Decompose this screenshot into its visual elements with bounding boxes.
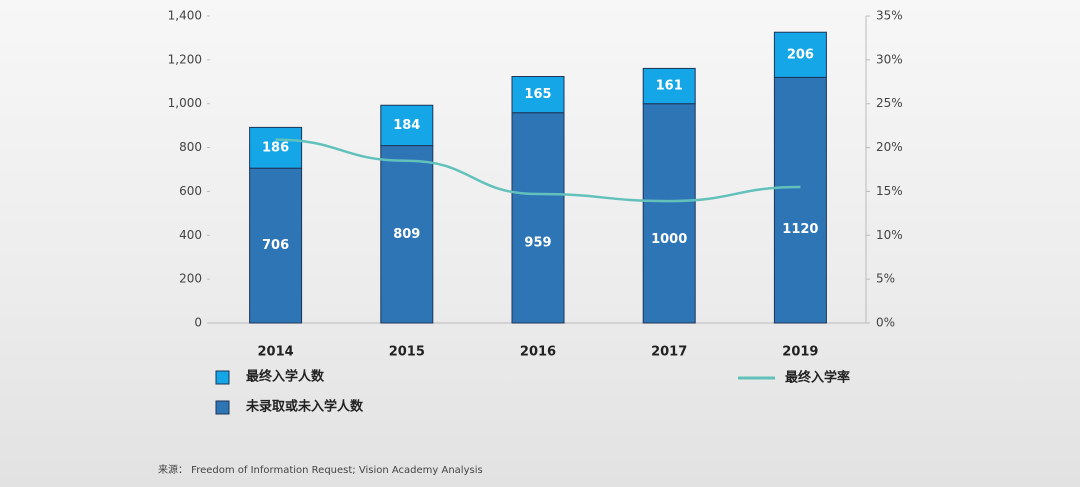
y2-tick-label: 0% xyxy=(876,316,895,330)
y2-tick-label: 5% xyxy=(876,272,895,286)
data-label: 165 xyxy=(524,87,551,102)
y2-tick-label: 25% xyxy=(876,96,903,110)
y2-tick-label: 30% xyxy=(876,52,903,66)
source-note: 来源： Freedom of Information Request; Visi… xyxy=(158,463,483,476)
x-tick-label: 2014 xyxy=(258,345,294,360)
data-label: 809 xyxy=(393,227,420,242)
legend-label: 最终入学率 xyxy=(785,370,850,386)
line xyxy=(275,138,801,203)
bar xyxy=(773,76,827,324)
y-tick-label: 800 xyxy=(179,140,202,154)
data-label: 1000 xyxy=(651,232,687,247)
data-label: 206 xyxy=(787,47,814,62)
data-label: 959 xyxy=(524,236,551,251)
data-label: 1120 xyxy=(782,222,818,237)
y-tick-label: 1,200 xyxy=(168,52,202,66)
y-tick-label: 0 xyxy=(194,316,202,330)
x-tick-label: 2017 xyxy=(651,345,687,360)
bar xyxy=(511,112,565,324)
y2-tick-label: 15% xyxy=(876,184,903,198)
y-tick-label: 600 xyxy=(179,184,202,198)
x-tick-label: 2015 xyxy=(389,345,425,360)
data-label: 161 xyxy=(656,79,683,94)
bar xyxy=(249,126,303,169)
y-tick-label: 1,400 xyxy=(168,9,202,23)
y2-tick-label: 10% xyxy=(876,228,903,242)
data-label: 184 xyxy=(393,118,420,133)
legend-label: 最终入学人数 xyxy=(246,369,325,385)
data-label: 186 xyxy=(262,140,289,155)
bar xyxy=(511,76,565,114)
data-label: 706 xyxy=(262,238,289,253)
legend-swatch xyxy=(215,400,230,415)
y2-tick-label: 35% xyxy=(876,9,903,23)
y-tick-label: 200 xyxy=(179,272,202,286)
legend-swatch xyxy=(215,370,230,385)
x-tick-label: 2019 xyxy=(782,345,818,360)
y-tick-label: 400 xyxy=(179,228,202,242)
bar xyxy=(380,104,434,147)
x-tick-label: 2016 xyxy=(520,345,556,360)
bar xyxy=(773,31,827,78)
bar xyxy=(642,67,696,105)
bar xyxy=(642,103,696,324)
legend-label: 未录取或未入学人数 xyxy=(245,399,364,415)
y2-tick-label: 20% xyxy=(876,140,903,154)
y-tick-label: 1,000 xyxy=(168,96,202,110)
